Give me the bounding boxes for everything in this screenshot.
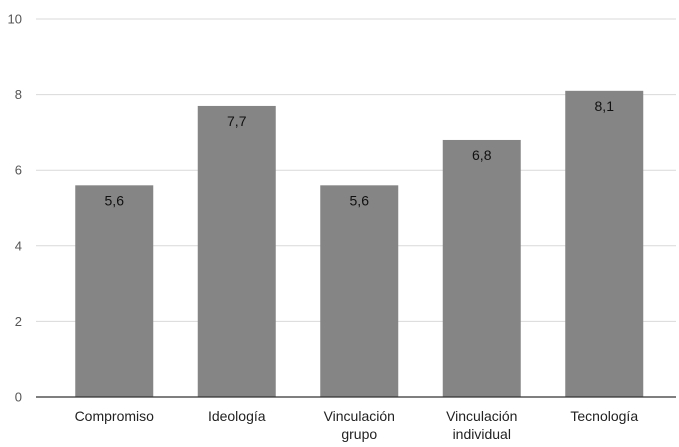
y-axis: 0 2 4 6 8 10 xyxy=(8,12,22,405)
y-tick-label: 4 xyxy=(15,238,22,253)
y-tick-label: 8 xyxy=(15,87,22,102)
y-tick-label: 2 xyxy=(15,314,22,329)
y-tick-label: 0 xyxy=(15,390,22,405)
data-label: 6,8 xyxy=(472,147,492,163)
x-tick-label: Vinculación individual xyxy=(446,408,517,442)
bar xyxy=(442,139,521,397)
data-label: 8,1 xyxy=(595,98,615,114)
x-tick-label: Vinculación grupo xyxy=(324,408,395,442)
x-axis: Compromiso Ideología Vinculación grupo Vincu… xyxy=(36,396,676,442)
bar xyxy=(75,185,154,397)
bars xyxy=(75,90,644,397)
x-tick-label: Tecnología xyxy=(570,408,638,424)
x-tick-label: Compromiso xyxy=(75,408,155,424)
data-label: 5,6 xyxy=(350,192,370,208)
data-label: 5,6 xyxy=(105,192,125,208)
data-label: 7,7 xyxy=(227,113,247,129)
bar xyxy=(320,185,399,397)
x-tick-label: Ideología xyxy=(208,408,266,424)
data-labels: 5,6 7,7 5,6 6,8 8,1 xyxy=(105,98,615,209)
y-tick-label: 6 xyxy=(15,163,22,178)
bar xyxy=(197,105,276,397)
y-tick-label: 10 xyxy=(8,12,22,27)
bar xyxy=(565,90,644,397)
